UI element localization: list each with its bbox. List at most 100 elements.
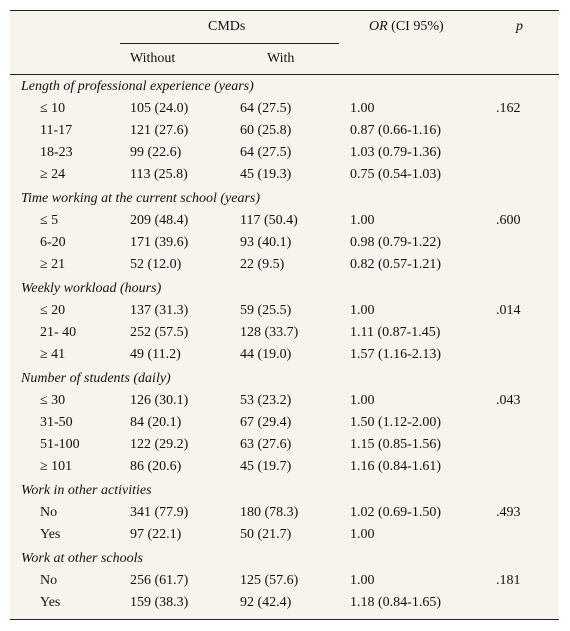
table-row: Yes 97 (22.1) 50 (21.7) 1.00 (10, 524, 559, 546)
section-row: Time working at the current school (year… (10, 188, 559, 210)
with-value: 117 (50.4) (240, 213, 298, 228)
odds-ratio: 1.11 (0.87-1.45) (350, 325, 441, 340)
p-value: .043 (496, 393, 521, 408)
cmds-span-rule (120, 43, 339, 44)
with-value: 60 (25.8) (240, 123, 292, 138)
without-value: 209 (48.4) (130, 213, 189, 228)
without-value: 122 (29.2) (130, 437, 189, 452)
without-value: 84 (20.1) (130, 415, 182, 430)
section-title: Work in other activities (21, 483, 152, 498)
without-value: 52 (12.0) (130, 257, 182, 272)
header-with: With (267, 51, 295, 66)
row-label: ≤ 5 (40, 213, 59, 228)
section-row: Number of students (daily) (10, 368, 559, 390)
p-value: .162 (496, 101, 521, 116)
section-title: Number of students (daily) (21, 371, 171, 386)
without-value: 171 (39.6) (130, 235, 189, 250)
with-value: 53 (23.2) (240, 393, 292, 408)
with-value: 125 (57.6) (240, 573, 299, 588)
table-row: ≥ 24 113 (25.8) 45 (19.3) 0.75 (0.54-1.03) (10, 164, 559, 186)
header-or-italic: OR (369, 19, 388, 34)
p-value: .181 (496, 573, 521, 588)
without-value: 126 (30.1) (130, 393, 189, 408)
odds-ratio: 1.00 (350, 213, 375, 228)
with-value: 45 (19.7) (240, 459, 292, 474)
row-label: ≤ 20 (40, 303, 66, 318)
p-value: .600 (496, 213, 521, 228)
header-rule (10, 74, 559, 75)
table-row: 11-17 121 (27.6) 60 (25.8) 0.87 (0.66-1.16) (10, 120, 559, 142)
results-table: CMDs OR (CI 95%) p Without With Length o… (10, 10, 559, 620)
with-value: 22 (9.5) (240, 257, 285, 272)
section-row: Work at other schools (10, 548, 559, 570)
with-value: 93 (40.1) (240, 235, 292, 250)
with-value: 45 (19.3) (240, 167, 292, 182)
table-row: No 341 (77.9) 180 (78.3) 1.02 (0.69-1.50) .4… (10, 502, 559, 524)
with-value: 180 (78.3) (240, 505, 299, 520)
odds-ratio: 1.18 (0.84-1.65) (350, 595, 441, 610)
table-row: ≤ 30 126 (30.1) 53 (23.2) 1.00 .043 (10, 390, 559, 412)
table-row: 18-23 99 (22.6) 64 (27.5) 1.03 (0.79-1.36) (10, 142, 559, 164)
table-row: 51-100 122 (29.2) 63 (27.6) 1.15 (0.85-1.56… (10, 434, 559, 456)
without-value: 97 (22.1) (130, 527, 182, 542)
table-row: ≥ 41 49 (11.2) 44 (19.0) 1.57 (1.16-2.13) (10, 344, 559, 366)
section-title: Weekly workload (hours) (21, 281, 162, 296)
p-value: .014 (496, 303, 521, 318)
row-label: 31-50 (40, 415, 73, 430)
with-value: 50 (21.7) (240, 527, 292, 542)
section-row: Length of professional experience (years… (10, 76, 559, 98)
section-title: Length of professional experience (years… (21, 79, 254, 94)
without-value: 49 (11.2) (130, 347, 181, 362)
odds-ratio: 0.82 (0.57-1.21) (350, 257, 441, 272)
without-value: 113 (25.8) (130, 167, 188, 182)
row-label: 18-23 (40, 145, 73, 160)
odds-ratio: 1.16 (0.84-1.61) (350, 459, 441, 474)
odds-ratio: 1.00 (350, 393, 375, 408)
odds-ratio: 1.03 (0.79-1.36) (350, 145, 441, 160)
without-value: 121 (27.6) (130, 123, 189, 138)
odds-ratio: 0.87 (0.66-1.16) (350, 123, 441, 138)
with-value: 92 (42.4) (240, 595, 292, 610)
header-p: p (516, 19, 523, 34)
table-row: ≥ 101 86 (20.6) 45 (19.7) 1.16 (0.84-1.61) (10, 456, 559, 478)
table-row: ≤ 20 137 (31.3) 59 (25.5) 1.00 .014 (10, 300, 559, 322)
header-or-rest: (CI 95%) (387, 19, 444, 34)
table-row: ≥ 21 52 (12.0) 22 (9.5) 0.82 (0.57-1.21) (10, 254, 559, 276)
odds-ratio: 0.98 (0.79-1.22) (350, 235, 441, 250)
row-label: Yes (40, 595, 61, 610)
row-label: ≥ 41 (40, 347, 66, 362)
with-value: 59 (25.5) (240, 303, 292, 318)
table-row: No 256 (61.7) 125 (57.6) 1.00 .181 (10, 570, 559, 592)
row-label: Yes (40, 527, 61, 542)
table-row: 31-50 84 (20.1) 67 (29.4) 1.50 (1.12-2.00) (10, 412, 559, 434)
odds-ratio: 1.57 (1.16-2.13) (350, 347, 441, 362)
odds-ratio: 1.15 (0.85-1.56) (350, 437, 441, 452)
without-value: 341 (77.9) (130, 505, 189, 520)
header-without: Without (130, 51, 176, 66)
without-value: 86 (20.6) (130, 459, 182, 474)
with-value: 67 (29.4) (240, 415, 292, 430)
header-or: OR (CI 95%) (369, 19, 444, 35)
row-label: 11-17 (40, 123, 73, 138)
odds-ratio: 1.00 (350, 101, 375, 116)
section-row: Weekly workload (hours) (10, 278, 559, 300)
row-label: ≥ 21 (40, 257, 66, 272)
row-label: 51-100 (40, 437, 80, 452)
with-value: 128 (33.7) (240, 325, 299, 340)
with-value: 64 (27.5) (240, 101, 292, 116)
table-row: ≤ 5 209 (48.4) 117 (50.4) 1.00 .600 (10, 210, 559, 232)
odds-ratio: 1.00 (350, 573, 375, 588)
section-title: Work at other schools (21, 551, 143, 566)
without-value: 99 (22.6) (130, 145, 182, 160)
section-row: Work in other activities (10, 480, 559, 502)
with-value: 63 (27.6) (240, 437, 292, 452)
row-label: 21- 40 (40, 325, 77, 340)
row-label: ≥ 101 (40, 459, 73, 474)
row-label: ≤ 30 (40, 393, 66, 408)
without-value: 105 (24.0) (130, 101, 189, 116)
row-label: ≤ 10 (40, 101, 66, 116)
row-label: No (40, 573, 58, 588)
odds-ratio: 1.02 (0.69-1.50) (350, 505, 441, 520)
with-value: 44 (19.0) (240, 347, 292, 362)
odds-ratio: 1.00 (350, 527, 375, 542)
